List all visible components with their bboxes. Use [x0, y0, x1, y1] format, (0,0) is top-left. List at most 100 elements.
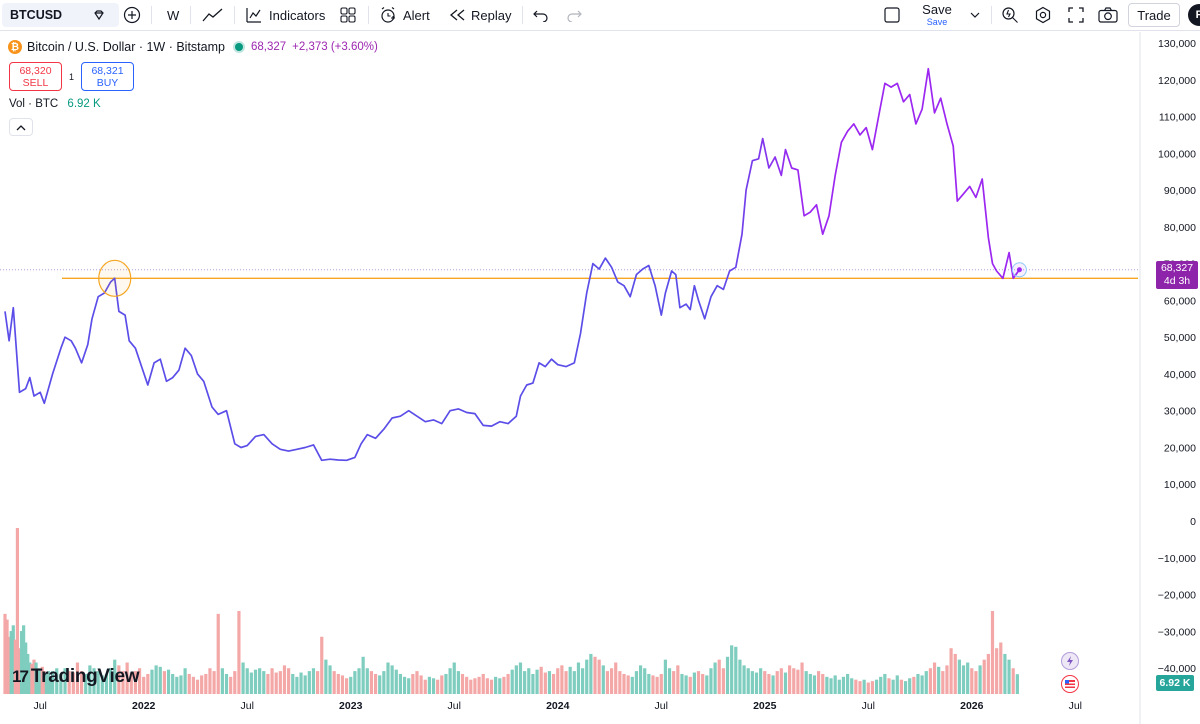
- spread-value: 1: [68, 71, 74, 82]
- volume-bar: [357, 668, 361, 694]
- divider: [190, 6, 191, 24]
- chevron-down-icon[interactable]: [970, 0, 980, 30]
- price-chart[interactable]: 130,000120,000110,000100,00090,00080,000…: [0, 32, 1200, 724]
- volume-bar: [133, 671, 138, 694]
- volume-bar: [597, 659, 601, 694]
- trade-button[interactable]: Trade: [1128, 3, 1180, 27]
- volume-bar: [278, 671, 282, 694]
- volume-bar: [336, 673, 340, 694]
- camera-icon[interactable]: [1098, 0, 1118, 30]
- volume-bar: [502, 676, 506, 694]
- volume-bar: [531, 673, 535, 694]
- settings-gear-icon[interactable]: [1034, 0, 1052, 30]
- volume-bar: [771, 675, 775, 694]
- volume-bar: [394, 669, 398, 694]
- volume-bar: [117, 665, 121, 694]
- volume-bar: [527, 668, 531, 694]
- volume-bar: [833, 675, 837, 694]
- volume-bar: [7, 636, 11, 694]
- legend-title[interactable]: Bitcoin / U.S. Dollar · 1W · Bitstamp: [27, 40, 225, 54]
- volume-legend-label: Vol · BTC: [9, 98, 59, 110]
- volume-bar: [19, 631, 24, 694]
- chart-type-line-icon[interactable]: [202, 0, 224, 30]
- volume-bar: [320, 636, 324, 694]
- fullscreen-toggle-icon[interactable]: [884, 0, 900, 30]
- quick-search-icon[interactable]: [1001, 0, 1019, 30]
- volume-bar: [792, 668, 796, 694]
- highlight-ellipse-drawing[interactable]: [98, 259, 132, 297]
- volume-bar: [506, 673, 510, 694]
- price-line-series[interactable]: [4, 67, 1021, 462]
- volume-bar: [601, 665, 605, 694]
- volume-bar: [17, 648, 22, 694]
- economic-events-button[interactable]: [1061, 675, 1079, 693]
- volume-legend[interactable]: Vol · BTC 6.92 K: [9, 98, 101, 110]
- volume-bar: [448, 668, 452, 694]
- layouts-grid-icon[interactable]: [340, 0, 356, 30]
- symbol-search[interactable]: BTCUSD: [2, 3, 119, 27]
- volume-bar: [187, 673, 191, 694]
- interval-button[interactable]: W: [167, 7, 180, 23]
- undo-icon[interactable]: [533, 0, 549, 30]
- sell-price: 68,320: [19, 65, 52, 77]
- chart-area[interactable]: 130,000 120,000 110,000 100,000 90,000 80,000…: [0, 32, 1200, 724]
- volume-bar: [974, 671, 978, 694]
- volume-bar: [767, 673, 771, 694]
- volume-bar: [287, 668, 291, 694]
- compare-plus-icon[interactable]: [123, 0, 141, 30]
- volume-bar: [373, 673, 378, 694]
- indicators-button[interactable]: Indicators: [245, 0, 325, 30]
- volume-bar: [825, 676, 829, 694]
- volume-bar: [229, 676, 233, 694]
- volume-bar: [258, 668, 262, 694]
- volume-bar: [282, 665, 287, 694]
- volume-bar: [866, 682, 870, 694]
- volume-bar: [1003, 653, 1007, 694]
- volume-bar: [514, 665, 518, 694]
- divider: [234, 6, 235, 24]
- diamond-icon[interactable]: [92, 8, 106, 22]
- x-tick-label: Jul: [655, 700, 668, 712]
- sell-button[interactable]: 68,320 SELL: [9, 62, 62, 91]
- volume-bar: [270, 668, 274, 694]
- replay-button[interactable]: Replay: [449, 0, 511, 30]
- volume-bar: [945, 665, 949, 694]
- volume-bar: [361, 656, 365, 694]
- volume-bar: [158, 666, 162, 694]
- fullscreen-icon[interactable]: [1068, 0, 1084, 30]
- volume-bar: [912, 676, 916, 694]
- volume-bar: [34, 662, 38, 694]
- avatar[interactable]: F: [1188, 4, 1200, 26]
- tradingview-logo[interactable]: 17 TradingView: [12, 666, 140, 688]
- alert-button[interactable]: Alert: [379, 0, 430, 30]
- redo-icon[interactable]: [566, 0, 582, 30]
- volume-bar: [730, 645, 734, 694]
- volume-bar: [609, 668, 614, 694]
- save-button[interactable]: Save Save: [916, 3, 958, 29]
- volume-bar: [589, 653, 593, 694]
- x-tick-label: Jul: [448, 700, 461, 712]
- volume-bar: [970, 668, 974, 694]
- volume-bar: [547, 671, 552, 694]
- volume-bar: [13, 639, 17, 694]
- collapse-legend-button[interactable]: [9, 118, 33, 136]
- volume-bar: [862, 679, 866, 694]
- volume-bar: [84, 673, 88, 694]
- volume-bar: [154, 665, 158, 694]
- flag-icon: [1065, 680, 1075, 688]
- volume-bar: [713, 662, 717, 694]
- volume-bar: [978, 665, 982, 694]
- ai-sparkle-button[interactable]: [1061, 652, 1079, 670]
- volume-bar: [415, 671, 419, 694]
- volume-bar: [870, 681, 875, 694]
- y-tick-label: −40,000: [1158, 663, 1196, 675]
- buy-button[interactable]: 68,321 BUY: [81, 62, 134, 91]
- volume-bar: [961, 665, 966, 694]
- volume-bar: [5, 619, 9, 694]
- volume-bar: [75, 662, 80, 694]
- volume-bar: [920, 675, 924, 694]
- volume-bar: [344, 678, 349, 694]
- volume-bar: [316, 671, 320, 694]
- lightning-icon: [1067, 656, 1073, 666]
- y-tick-label: 0: [1190, 516, 1196, 528]
